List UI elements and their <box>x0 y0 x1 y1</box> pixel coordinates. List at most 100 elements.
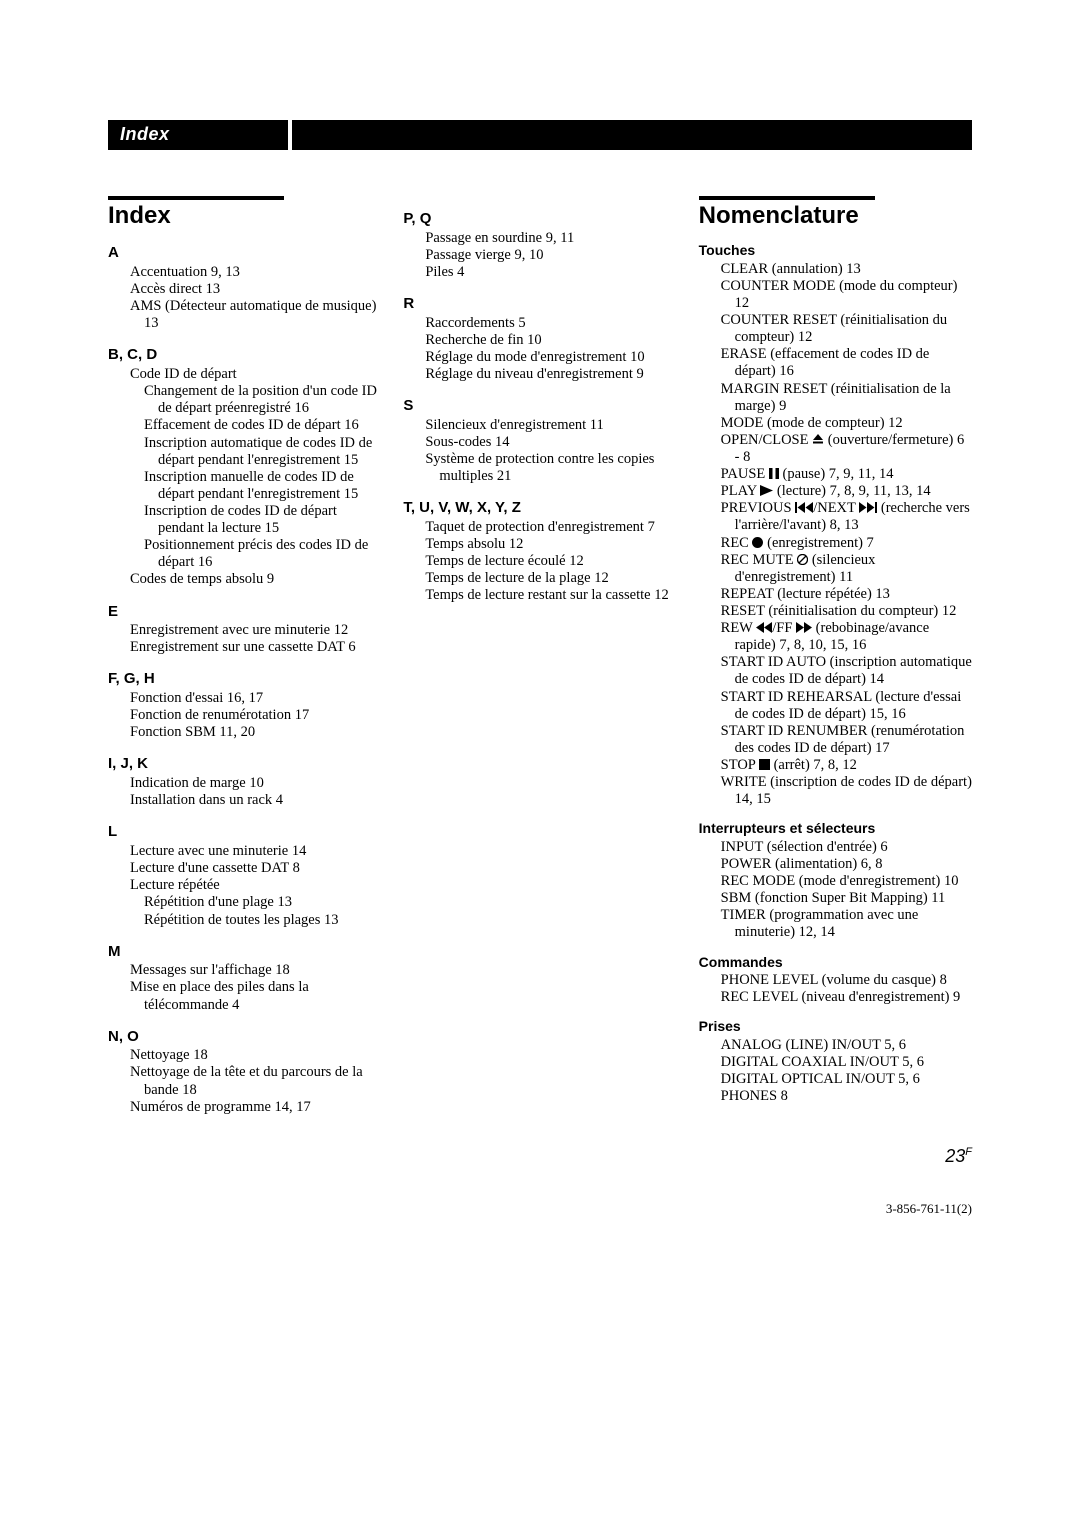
index-entry: Silencieux d'enregistrement 11 <box>425 417 676 434</box>
index-entry: TIMER (programmation avec une minuterie)… <box>721 907 972 941</box>
index-entry: Taquet de protection d'enregistrement 7 <box>425 519 676 536</box>
index-entry: PHONES 8 <box>721 1088 972 1105</box>
letter-heading: A <box>108 244 381 262</box>
letter-heading: S <box>403 397 676 415</box>
index-entry: Messages sur l'affichage 18 <box>130 962 381 979</box>
subsection-heading: Interrupteurs et sélecteurs <box>699 820 972 837</box>
nomenclature-title: Nomenclature <box>699 202 972 230</box>
header-bar: Index <box>108 120 972 150</box>
index-entry: Raccordements 5 <box>425 315 676 332</box>
entries-block: Taquet de protection d'enregistrement 7T… <box>403 519 676 605</box>
entries-block: Lecture avec une minuterie 14Lecture d'u… <box>108 843 381 929</box>
subsection-heading: Prises <box>699 1018 972 1035</box>
index-entry: Fonction de renumérotation 17 <box>130 707 381 724</box>
entries-block: Accentuation 9, 13Accès direct 13AMS (Dé… <box>108 264 381 332</box>
column-2: P, Q Passage en sourdine 9, 11Passage vie… <box>403 196 676 1116</box>
entries-block: Messages sur l'affichage 18Mise en place… <box>108 962 381 1013</box>
letter-heading: L <box>108 823 381 841</box>
column-3: Nomenclature TouchesCLEAR (annulation) 1… <box>699 196 972 1116</box>
index-entry: RESET (réinitialisation du compteur) 12 <box>721 603 972 620</box>
index-entry: REC (enregistrement) 7 <box>721 535 972 552</box>
index-entry: ANALOG (LINE) IN/OUT 5, 6 <box>721 1037 972 1054</box>
page-num-value: 23 <box>945 1146 965 1166</box>
entries-block: Silencieux d'enregistrement 11Sous-codes… <box>403 417 676 485</box>
index-entry: Nettoyage 18 <box>130 1047 381 1064</box>
letter-heading: N, O <box>108 1028 381 1046</box>
index-entry: Répétition de toutes les plages 13 <box>130 912 381 929</box>
index-entry: PAUSE (pause) 7, 9, 11, 14 <box>721 466 972 483</box>
index-entry: PHONE LEVEL (volume du casque) 8 <box>721 972 972 989</box>
index-entry: REPEAT (lecture répétée) 13 <box>721 586 972 603</box>
index-entry: OPEN/CLOSE (ouverture/fermeture) 6 - 8 <box>721 432 972 466</box>
subsection-heading: Commandes <box>699 954 972 971</box>
index-entry: PREVIOUS /NEXT (recherche vers l'arrière… <box>721 500 972 534</box>
entries-block: Enregistrement avec ure minuterie 12Enre… <box>108 622 381 656</box>
letter-heading: T, U, V, W, X, Y, Z <box>403 499 676 517</box>
index-entry: SBM (fonction Super Bit Mapping) 11 <box>721 890 972 907</box>
index-entry: Codes de temps absolu 9 <box>130 571 381 588</box>
letter-heading: F, G, H <box>108 670 381 688</box>
index-entry: Lecture d'une cassette DAT 8 <box>130 860 381 877</box>
entries-block: Code ID de départChangement de la positi… <box>108 366 381 588</box>
page-num-suffix: F <box>965 1146 972 1158</box>
letter-heading: I, J, K <box>108 755 381 773</box>
index-entry: START ID REHEARSAL (lecture d'essai de c… <box>721 689 972 723</box>
index-entry: REC MUTE (silencieux d'enregistrement) 1… <box>721 552 972 586</box>
index-entry: Recherche de fin 10 <box>425 332 676 349</box>
index-entry: Enregistrement sur une cassette DAT 6 <box>130 639 381 656</box>
index-entry: Numéros de programme 14, 17 <box>130 1099 381 1116</box>
index-entry: Accentuation 9, 13 <box>130 264 381 281</box>
index-entry: Temps de lecture écoulé 12 <box>425 553 676 570</box>
letter-heading: E <box>108 603 381 621</box>
index-entry: WRITE (inscription de codes ID de départ… <box>721 774 972 808</box>
index-entry: Passage vierge 9, 10 <box>425 247 676 264</box>
index-entry: COUNTER RESET (réinitialisation du compt… <box>721 312 972 346</box>
entries-block: Nettoyage 18Nettoyage de la tête et du p… <box>108 1047 381 1115</box>
index-entry: Sous-codes 14 <box>425 434 676 451</box>
letter-heading: R <box>403 295 676 313</box>
index-entry: DIGITAL COAXIAL IN/OUT 5, 6 <box>721 1054 972 1071</box>
index-entry: MODE (mode de compteur) 12 <box>721 415 972 432</box>
index-entry: Installation dans un rack 4 <box>130 792 381 809</box>
index-entry: Système de protection contre les copies … <box>425 451 676 485</box>
column-1: Index AAccentuation 9, 13Accès direct 13… <box>108 196 381 1116</box>
index-entry: Temps absolu 12 <box>425 536 676 553</box>
index-entry: Inscription manuelle de codes ID de dépa… <box>130 469 381 503</box>
index-entry: Enregistrement avec ure minuterie 12 <box>130 622 381 639</box>
index-entry: Code ID de départ <box>130 366 381 383</box>
entries-block: CLEAR (annulation) 13COUNTER MODE (mode … <box>699 261 972 809</box>
index-entry: REW /FF (rebobinage/avance rapide) 7, 8,… <box>721 620 972 654</box>
index-entry: COUNTER MODE (mode du compteur) 12 <box>721 278 972 312</box>
index-entry: Inscription automatique de codes ID de d… <box>130 435 381 469</box>
index-entry: Effacement de codes ID de départ 16 <box>130 417 381 434</box>
index-entry: REC LEVEL (niveau d'enregistrement) 9 <box>721 989 972 1006</box>
index-entry: DIGITAL OPTICAL IN/OUT 5, 6 <box>721 1071 972 1088</box>
letter-heading: P, Q <box>403 210 676 228</box>
index-entry: Fonction SBM 11, 20 <box>130 724 381 741</box>
index-entry: STOP (arrêt) 7, 8, 12 <box>721 757 972 774</box>
index-entry: START ID RENUMBER (renumérotation des co… <box>721 723 972 757</box>
index-entry: Piles 4 <box>425 264 676 281</box>
index-entry: Nettoyage de la tête et du parcours de l… <box>130 1064 381 1098</box>
entries-block: PHONE LEVEL (volume du casque) 8REC LEVE… <box>699 972 972 1006</box>
index-entry: Inscription de codes ID de départ pendan… <box>130 503 381 537</box>
index-entry: Temps de lecture de la plage 12 <box>425 570 676 587</box>
rule-col3 <box>699 196 875 200</box>
index-entry: Mise en place des piles dans la télécomm… <box>130 979 381 1013</box>
index-entry: Lecture répétée <box>130 877 381 894</box>
index-entry: Fonction d'essai 16, 17 <box>130 690 381 707</box>
header-bar-right <box>292 120 972 150</box>
index-entry: CLEAR (annulation) 13 <box>721 261 972 278</box>
letter-heading: M <box>108 943 381 961</box>
index-entry: Réglage du mode d'enregistrement 10 <box>425 349 676 366</box>
index-entry: MARGIN RESET (réinitialisation de la mar… <box>721 381 972 415</box>
index-entry: Passage en sourdine 9, 11 <box>425 230 676 247</box>
index-entry: Répétition d'une plage 13 <box>130 894 381 911</box>
entries-block: Passage en sourdine 9, 11Passage vierge … <box>403 230 676 281</box>
page-number: 23F <box>108 1146 972 1167</box>
index-entry: POWER (alimentation) 6, 8 <box>721 856 972 873</box>
index-entry: Temps de lecture restant sur la cassette… <box>425 587 676 604</box>
letter-heading: B, C, D <box>108 346 381 364</box>
entries-block: Raccordements 5Recherche de fin 10Réglag… <box>403 315 676 383</box>
index-entry: Lecture avec une minuterie 14 <box>130 843 381 860</box>
